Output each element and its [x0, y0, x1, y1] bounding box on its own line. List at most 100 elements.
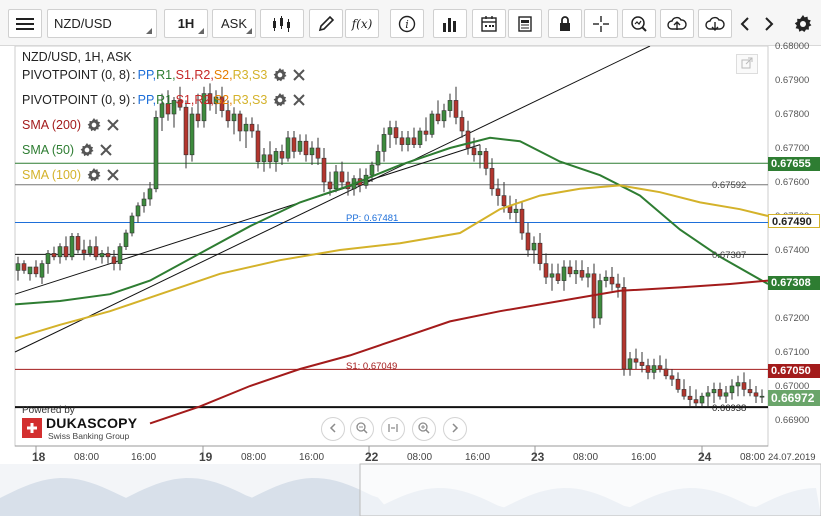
toolbar: NZD/USD 1H ASK f(x) i	[0, 0, 821, 46]
volume-button[interactable]	[433, 9, 467, 38]
chevron-down-icon	[198, 28, 204, 34]
draw-button[interactable]	[309, 9, 343, 38]
pencil-icon	[317, 15, 335, 33]
trendline-black-2	[14, 144, 481, 295]
cloud-upload-icon	[667, 15, 687, 33]
download-button[interactable]	[698, 9, 732, 38]
candle-body	[201, 93, 207, 122]
pan-right-button[interactable]	[443, 417, 467, 441]
timeframe-selector[interactable]: 1H	[164, 9, 208, 38]
sma-100-line	[14, 184, 769, 340]
gear-icon[interactable]	[87, 168, 101, 182]
calendar-button[interactable]	[472, 9, 506, 38]
candle-body	[411, 137, 417, 145]
candle-body	[123, 232, 129, 247]
document-icon	[516, 15, 534, 33]
time-axis-label: 24.07.2019	[768, 452, 816, 463]
zoom-in-button[interactable]	[412, 417, 436, 441]
reset-zoom-button[interactable]	[381, 417, 405, 441]
candle-body	[45, 253, 51, 264]
zoom-out-button[interactable]	[350, 417, 374, 441]
candle-body	[243, 123, 249, 132]
candle-body	[417, 130, 423, 145]
price-axis-label: 0.67900	[775, 75, 810, 86]
candle-body	[261, 154, 267, 162]
sma-50-line	[14, 136, 769, 306]
fx-label: f(x)	[351, 16, 373, 31]
dukascopy-logo-icon	[22, 418, 42, 438]
close-icon[interactable]	[107, 119, 119, 131]
candle-body	[441, 110, 447, 122]
close-icon[interactable]	[293, 94, 306, 106]
indicators-button[interactable]: f(x)	[345, 9, 379, 38]
plot-frame	[14, 46, 769, 447]
close-icon[interactable]	[293, 69, 306, 81]
crosshair-button[interactable]	[584, 9, 618, 38]
candle-body	[375, 151, 381, 166]
candle-body	[579, 270, 585, 278]
level-label-lower: 0.67387	[712, 250, 747, 261]
trendlines	[14, 46, 651, 353]
popout-button[interactable]	[736, 54, 758, 74]
candle-body	[315, 147, 321, 159]
close-icon[interactable]	[107, 169, 119, 181]
candle-body	[33, 266, 39, 275]
upload-button[interactable]	[660, 9, 694, 38]
candle-body	[21, 263, 27, 271]
candle-body	[717, 389, 723, 397]
zoom-button[interactable]	[622, 9, 656, 38]
candle-body	[225, 110, 231, 122]
candle-body	[177, 100, 183, 108]
candle-body	[477, 151, 483, 156]
candle-body	[543, 263, 549, 278]
zoom-icon	[630, 15, 648, 33]
dukascopy-brand: DUKASCOPY	[46, 415, 138, 431]
gear-icon[interactable]	[87, 118, 101, 132]
indicator-legend-2: PIVOTPOINT (0, 9) : PP, R1, S1, R2, S2, …	[22, 91, 306, 109]
candle-body	[657, 365, 663, 370]
gear-icon[interactable]	[80, 143, 94, 157]
side-selector[interactable]: ASK	[212, 9, 256, 38]
candle-body	[699, 395, 705, 404]
pivot-level-s3: S3	[252, 68, 268, 82]
news-button[interactable]	[508, 9, 542, 38]
candle-body	[597, 280, 603, 319]
menu-button[interactable]	[8, 9, 42, 38]
symbol-selector[interactable]: NZD/USD	[47, 9, 157, 38]
time-axis-label: 08:00	[740, 452, 766, 463]
candle-body	[249, 123, 255, 132]
low-level-label: 0.66938	[712, 403, 747, 414]
candle-body	[267, 154, 273, 162]
candle-body	[207, 93, 213, 105]
pan-left-button[interactable]	[321, 417, 345, 441]
last-price-tag: 0.66972	[768, 390, 820, 406]
gear-icon[interactable]	[273, 93, 287, 107]
candle-body	[729, 385, 735, 394]
popout-icon	[741, 57, 753, 72]
time-axis-label: 08:00	[573, 452, 599, 463]
chevron-right-icon	[450, 422, 460, 436]
scroll-right-button[interactable]	[758, 9, 780, 38]
chart-area[interactable]: NZD/USD, 1H, ASK PIVOTPOINT (0, 8) : PP,…	[0, 41, 821, 516]
navigator-window	[359, 463, 821, 516]
candle-body	[435, 113, 441, 122]
settings-button[interactable]	[790, 9, 816, 38]
candle-body	[111, 256, 117, 264]
candle-body	[165, 103, 171, 115]
pivot-level-s1: S1,	[175, 68, 195, 82]
time-axis-label: 24	[698, 450, 712, 464]
candle-body	[189, 113, 195, 156]
candle-body	[495, 188, 501, 196]
candle-body	[333, 171, 339, 190]
lock-button[interactable]	[548, 9, 582, 38]
day-separators	[35, 446, 703, 458]
price-chart[interactable]	[0, 46, 821, 516]
chart-type-button[interactable]	[260, 9, 304, 38]
scroll-left-button[interactable]	[734, 9, 756, 38]
info-button[interactable]: i	[390, 9, 424, 38]
candle-body	[759, 395, 765, 398]
close-icon[interactable]	[100, 144, 112, 156]
candle-body	[711, 389, 717, 394]
pivot-level-pp: PP,	[137, 93, 157, 107]
gear-icon[interactable]	[273, 68, 287, 82]
